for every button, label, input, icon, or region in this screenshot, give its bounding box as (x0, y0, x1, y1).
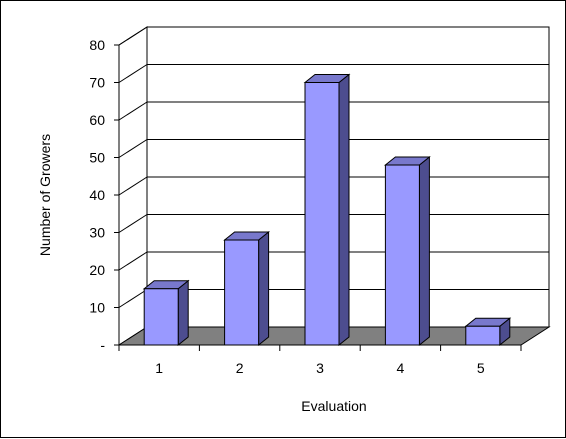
x-tick-label: 4 (397, 360, 405, 376)
y-tick-label: 40 (89, 187, 105, 203)
y-tick-label: - (100, 337, 105, 353)
bar-side (338, 73, 350, 347)
bar-5 (464, 317, 512, 347)
gridline-side (118, 176, 148, 196)
bar-2 (223, 230, 271, 347)
x-axis-title: Evaluation (301, 398, 366, 414)
y-tick-label: 20 (89, 262, 105, 278)
bar-4 (383, 155, 431, 347)
gridline-side (118, 289, 148, 308)
y-tick-label: 70 (89, 75, 105, 91)
y-axis-title: Number of Growers (37, 134, 53, 256)
bar-front (143, 288, 179, 346)
x-tick-label: 3 (316, 360, 324, 376)
y-axis-tick-labels: - 10 20 30 40 50 60 70 80 (89, 37, 105, 353)
y-tick-label: 10 (89, 300, 105, 316)
bar-side (258, 230, 270, 347)
y-tick-label: 60 (89, 112, 105, 128)
bar-front (224, 239, 260, 346)
y-tick-label: 80 (89, 37, 105, 53)
bars (142, 73, 512, 347)
x-tick-label: 5 (477, 360, 485, 376)
x-tick-label: 1 (155, 360, 163, 376)
gridline-side (118, 214, 148, 233)
gridline-side (118, 139, 148, 158)
gridline-side (118, 26, 148, 46)
bar-1 (142, 279, 190, 347)
bar-side (418, 155, 430, 347)
bar-front (304, 82, 340, 346)
gridline-side (118, 101, 148, 121)
bar-front (384, 164, 420, 346)
gridline-side (118, 251, 148, 271)
bar-side (177, 279, 189, 347)
y-tick-label: 30 (89, 225, 105, 241)
bar-3 (303, 73, 351, 347)
gridline-side (118, 64, 148, 83)
bar-front (465, 325, 501, 346)
x-tick-label: 2 (236, 360, 244, 376)
y-tick-label: 50 (89, 150, 105, 166)
x-axis-tick-labels: 1 2 3 4 5 (155, 360, 485, 376)
